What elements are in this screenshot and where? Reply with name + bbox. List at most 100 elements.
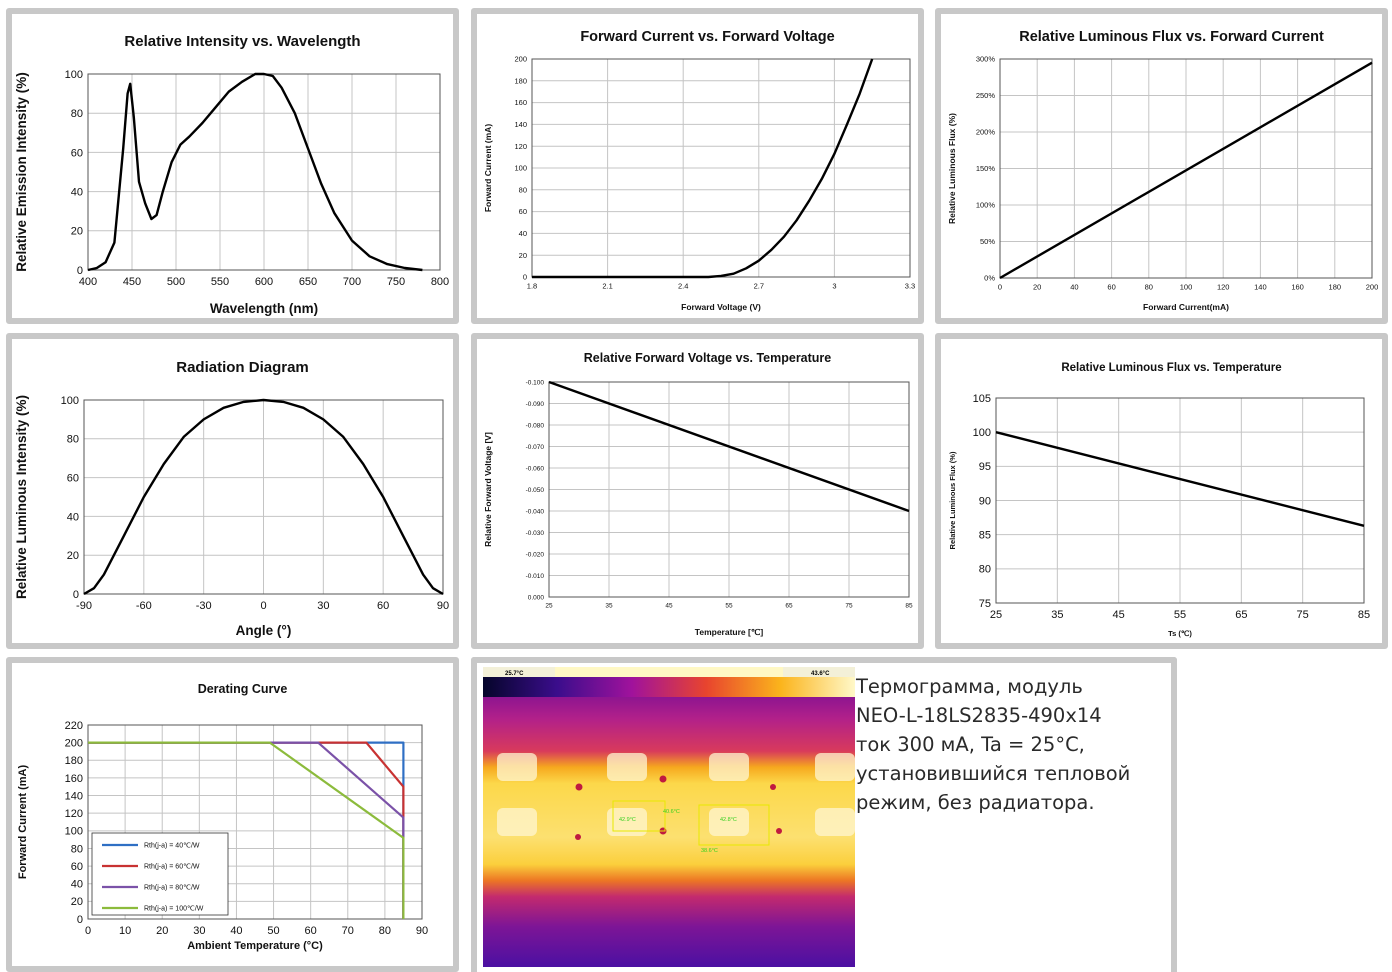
x-tick-label: 500: [167, 276, 185, 288]
x-tick-label: 30: [193, 925, 205, 937]
y-tick-label: 100: [65, 69, 83, 81]
plot-frame: [548, 381, 910, 598]
x-axis-label: Wavelength (nm): [210, 301, 318, 316]
chart-panel-derating: 0 10 20 30 40 50 60 70 80 90 0 20 40 60 80 100 120 140 160…: [6, 657, 459, 972]
y-tick-label: 250%: [976, 91, 996, 100]
x-tick-label: 2.7: [754, 282, 764, 291]
thermo-spot-1: 42.9°C: [619, 817, 636, 823]
x-tick-label: 50: [267, 925, 279, 937]
y-tick-label: 80: [519, 185, 527, 194]
x-tick-label: 75: [1297, 609, 1309, 621]
y-axis-label: Relative Luminous Flux (%): [948, 451, 957, 549]
legend-box: [91, 832, 229, 916]
x-tick-label: 120: [1217, 283, 1230, 292]
x-tick-label: 10: [119, 925, 131, 937]
chart-svg-radiation: -90 -60 -30 0 30 60 90 0 20 40 60 80 100 Radiation Di…: [14, 359, 449, 638]
y-tick-label: 200: [514, 55, 527, 64]
y-tick-label: -0.070: [526, 444, 545, 451]
y-tick-label: -0.040: [526, 508, 545, 515]
x-axis-label: Forward Voltage (V): [681, 302, 761, 312]
x-tick-label: 750: [387, 276, 405, 288]
x-tick-label: 45: [1113, 609, 1125, 621]
x-tick-label: 800: [431, 276, 449, 288]
x-tick-label: 85: [1358, 609, 1370, 621]
y-tick-label: 80: [67, 434, 79, 446]
x-tick-label: 90: [437, 600, 449, 612]
y-tick-label: 80: [71, 843, 83, 855]
x-tick-label: 40: [1070, 283, 1078, 292]
x-tick-label: 0: [260, 600, 266, 612]
x-tick-label: 60: [377, 600, 389, 612]
chart-svg-spectrum: 400 450 500 550 600 650 700 750 800 0 20 40 60 80 100 R…: [14, 33, 449, 316]
y-tick-label: 95: [979, 461, 991, 473]
thermo-spot-3: 42.8°C: [720, 817, 737, 823]
y-tick-label: 0: [523, 273, 527, 282]
chart-title: Relative Luminous Flux vs. Temperature: [1061, 362, 1281, 374]
chart-panel-vf-temp: 25 35 45 55 65 75 85 0.000 -0.010 -0.020 -0.030 -0.…: [471, 333, 924, 649]
x-tick-label: 160: [1291, 283, 1304, 292]
x-tick-label: 80: [1145, 283, 1153, 292]
chart-svg-flux-current: 0 20 40 60 80 100 120 140 160 180 200 0% 50% 100% 150%…: [947, 29, 1379, 312]
y-tick-label: 105: [973, 393, 991, 405]
x-axis-label: Forward Current(mA): [1143, 302, 1229, 312]
y-tick-label: 140: [514, 120, 527, 129]
thermo-spot-2: 40.6°C: [663, 809, 680, 815]
y-tick-label: 60: [71, 861, 83, 873]
y-axis-label: Relative Luminous Intensity (%): [14, 395, 29, 599]
x-tick-label: 55: [725, 603, 733, 610]
y-tick-label: 200%: [976, 128, 996, 137]
y-tick-label: 100: [973, 427, 991, 439]
chart-panel-iv: 1.8 2.1 2.4 2.7 3 3.3 0 20 40 60 80 100 120 140 160 180…: [471, 8, 924, 324]
chart-svg-iv: 1.8 2.1 2.4 2.7 3 3.3 0 20 40 60 80 100 120 140 160 180…: [483, 29, 915, 312]
plot-frame: [999, 58, 1373, 279]
x-tick-label: 180: [1329, 283, 1342, 292]
x-tick-label: 20: [156, 925, 168, 937]
y-tick-label: 20: [71, 226, 83, 238]
thermogram-panel: 25.7°C 43.6°C 42.9°C 40.6°C 42.8°C 38.6°…: [471, 657, 1177, 972]
y-tick-label: 300%: [976, 55, 996, 64]
y-tick-label: -0.090: [526, 401, 545, 408]
x-tick-label: 650: [299, 276, 317, 288]
y-tick-label: 160: [65, 773, 83, 785]
y-tick-label: 60: [67, 472, 79, 484]
series-line-0: [995, 431, 1365, 527]
y-tick-label: 80: [979, 564, 991, 576]
y-axis-label: Relative Emission Intensity (%): [14, 72, 29, 272]
chart-panel-flux-temp: 25 35 45 55 65 75 85 75 80 85 90 95 100 105 Relative L…: [935, 333, 1388, 649]
plot-frame: [87, 724, 423, 920]
legend-entry: Rth(j-a) = 40℃/W: [144, 843, 200, 850]
y-tick-label: 0: [77, 265, 83, 277]
y-tick-label: 180: [514, 76, 527, 85]
chart-panel-flux-current: 0 20 40 60 80 100 120 140 160 180 200 0% 50% 100% 150%…: [935, 8, 1388, 324]
y-axis-label: Forward Current (mA): [483, 124, 493, 212]
y-tick-label: -0.100: [526, 379, 545, 386]
y-tick-label: -0.060: [526, 465, 545, 472]
x-tick-label: 550: [211, 276, 229, 288]
y-axis-label: Relative Forward Voltage [V]: [483, 432, 493, 547]
y-tick-label: 100: [65, 826, 83, 838]
x-tick-label: 35: [1051, 609, 1063, 621]
y-tick-label: 20: [519, 251, 527, 260]
thermo-spot-4: 38.6°C: [701, 848, 718, 854]
y-axis-label: Relative Luminous Flux (%): [947, 113, 957, 224]
x-axis-label: Ambient Temperature (°C): [187, 940, 323, 952]
y-tick-label: 40: [519, 229, 527, 238]
x-tick-label: 65: [1235, 609, 1247, 621]
y-tick-label: 0.000: [528, 594, 545, 601]
y-tick-label: 140: [65, 790, 83, 802]
x-tick-label: 85: [905, 603, 913, 610]
x-tick-label: 140: [1254, 283, 1267, 292]
y-tick-label: 80: [71, 108, 83, 120]
y-tick-label: 0: [73, 589, 79, 601]
y-tick-label: 40: [67, 511, 79, 523]
y-axis-label: Forward Current (mA): [17, 765, 29, 880]
x-tick-label: 200: [1366, 283, 1379, 292]
caption-line-2: NEO-L-18LS2835-490x14: [856, 704, 1102, 727]
caption-line-3: ток 300 мА, Ta = 25°C,: [856, 733, 1085, 756]
x-tick-label: -30: [196, 600, 212, 612]
chart-svg-derating: 0 10 20 30 40 50 60 70 80 90 0 20 40 60 80 100 120 140 160…: [17, 682, 428, 952]
x-tick-label: 400: [79, 276, 97, 288]
y-tick-label: 85: [979, 530, 991, 542]
thermo-scale-max: 43.6°C: [811, 671, 830, 677]
x-tick-label: 0: [85, 925, 91, 937]
